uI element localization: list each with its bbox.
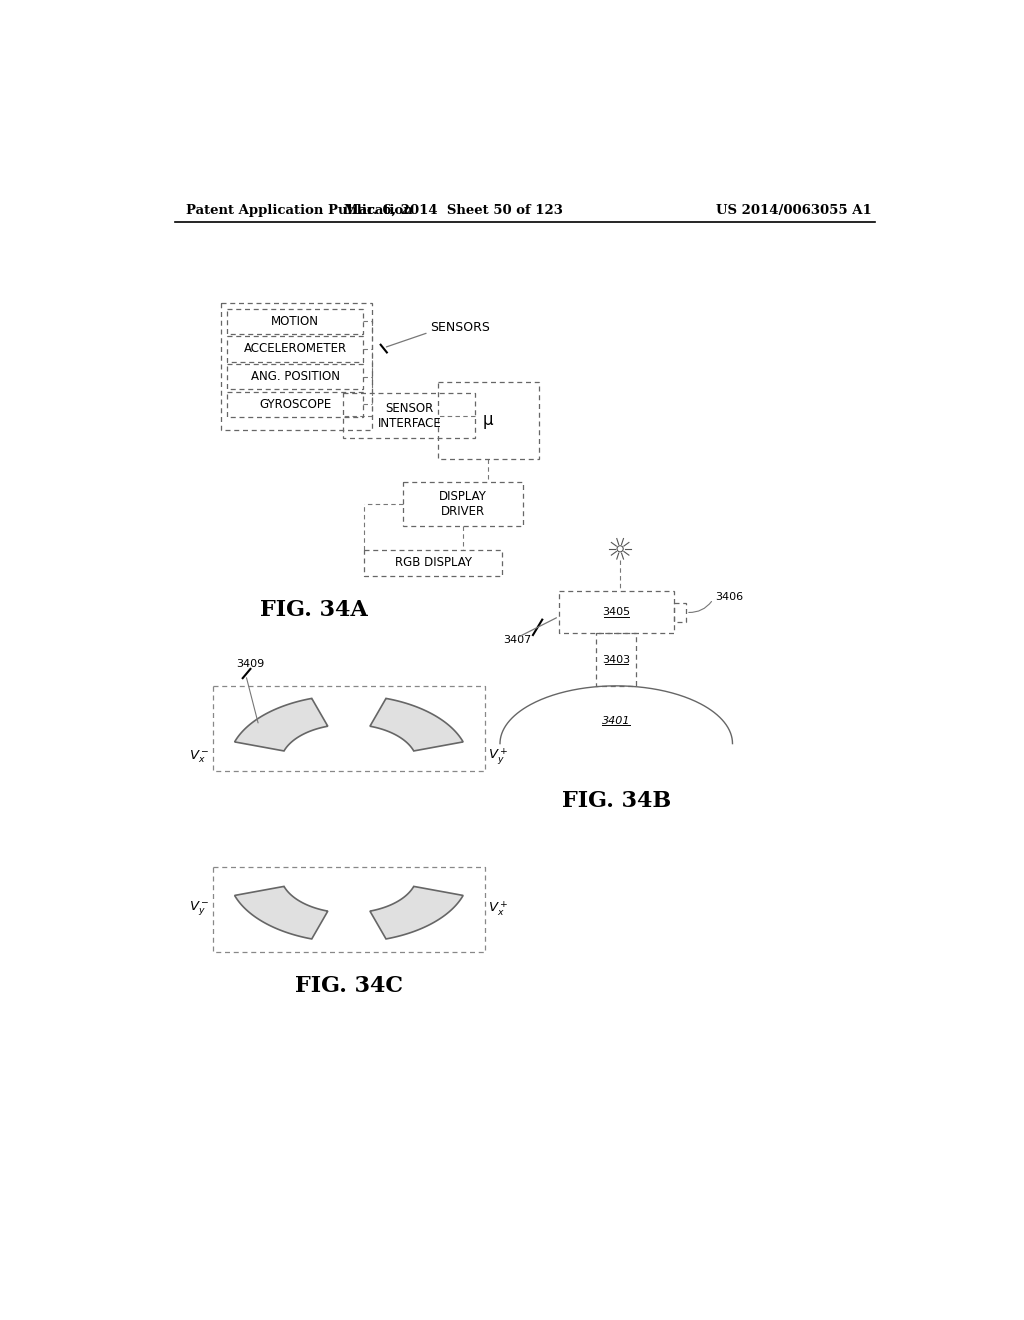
Text: MOTION: MOTION: [271, 314, 319, 327]
Text: 3406: 3406: [716, 591, 743, 602]
Bar: [559, 591, 674, 634]
Text: 3407: 3407: [503, 635, 531, 644]
Text: SENSOR
INTERFACE: SENSOR INTERFACE: [378, 401, 441, 429]
Polygon shape: [370, 698, 463, 751]
Bar: [227, 337, 362, 362]
Polygon shape: [234, 887, 328, 939]
Bar: [227, 392, 362, 417]
Bar: [221, 304, 372, 430]
Text: GYROSCOPE: GYROSCOPE: [259, 397, 331, 411]
Text: 3401: 3401: [602, 715, 631, 726]
Bar: [365, 549, 503, 576]
Text: FIG. 34C: FIG. 34C: [295, 974, 402, 997]
Bar: [438, 381, 539, 459]
Polygon shape: [370, 887, 463, 939]
Text: $V_y^+$: $V_y^+$: [488, 746, 509, 767]
Text: SENSORS: SENSORS: [430, 321, 490, 334]
Text: μ: μ: [483, 412, 494, 429]
Text: $V_y^-$: $V_y^-$: [188, 899, 209, 917]
Text: 3409: 3409: [237, 659, 265, 669]
Text: FIG. 34A: FIG. 34A: [260, 599, 368, 620]
Text: ACCELEROMETER: ACCELEROMETER: [244, 342, 346, 355]
Text: RGB DISPLAY: RGB DISPLAY: [395, 556, 472, 569]
Bar: [403, 482, 523, 527]
Polygon shape: [234, 698, 328, 751]
Bar: [213, 686, 484, 771]
Text: DISPLAY
DRIVER: DISPLAY DRIVER: [439, 490, 487, 519]
Text: 3403: 3403: [602, 655, 631, 665]
Text: ANG. POSITION: ANG. POSITION: [251, 370, 340, 383]
Text: $V_x^+$: $V_x^+$: [488, 899, 509, 917]
Text: 3405: 3405: [602, 607, 631, 618]
Text: US 2014/0063055 A1: US 2014/0063055 A1: [716, 205, 872, 218]
Text: $V_x^-$: $V_x^-$: [188, 748, 209, 766]
Text: FIG. 34B: FIG. 34B: [561, 789, 671, 812]
Bar: [227, 364, 362, 389]
Bar: [674, 603, 686, 622]
Text: Mar. 6, 2014  Sheet 50 of 123: Mar. 6, 2014 Sheet 50 of 123: [344, 205, 563, 218]
Text: Patent Application Publication: Patent Application Publication: [186, 205, 413, 218]
Bar: [596, 634, 636, 686]
Bar: [227, 309, 362, 334]
Bar: [343, 393, 475, 438]
Bar: [213, 867, 484, 952]
